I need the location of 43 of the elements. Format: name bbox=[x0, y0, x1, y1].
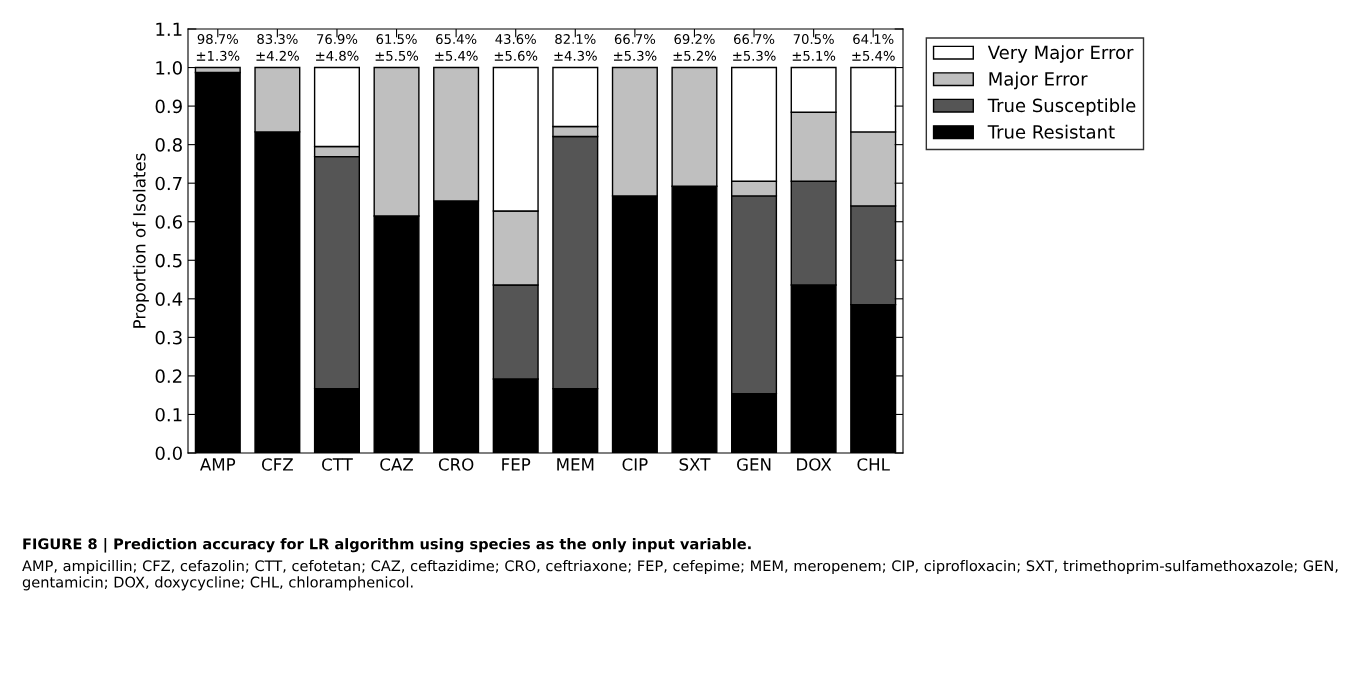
annotation: 82.1% ±4.3% bbox=[554, 34, 597, 61]
y-tick-label: 0.8 bbox=[155, 138, 182, 152]
y-tick-label: 0.3 bbox=[155, 330, 182, 345]
y-tick-label: 0.4 bbox=[155, 292, 183, 306]
y-tick-label: 0.1 bbox=[155, 407, 182, 422]
x-tick-label: AMP bbox=[200, 458, 236, 471]
annotation: 66.7% ±5.3% bbox=[733, 34, 776, 61]
y-tick-label: 0.5 bbox=[155, 253, 182, 268]
annotation: 69.2% ±5.2% bbox=[673, 34, 717, 61]
y-axis-title: Proportion of Isolates bbox=[132, 153, 149, 328]
y-tick-label: 0.6 bbox=[155, 215, 182, 229]
x-tick-label: FEP bbox=[502, 458, 531, 471]
legend-label: Very Major Error bbox=[987, 45, 1134, 63]
x-tick-label: CIP bbox=[622, 458, 648, 471]
y-tick-label: 1.1 bbox=[156, 22, 182, 36]
annotation: 66.7% ±5.3% bbox=[613, 34, 657, 61]
x-tick-label: DOX bbox=[797, 458, 832, 471]
x-tick-label: MEM bbox=[557, 458, 594, 471]
annotation: 76.9% ±4.8% bbox=[316, 34, 359, 61]
annotation: 65.4% ±5.4% bbox=[435, 34, 478, 61]
y-tick-label: 0.7 bbox=[155, 176, 182, 191]
x-tick-label: CAZ bbox=[380, 458, 414, 471]
text: AMP, ampicillin; CFZ, cefazolin; CTT, cefotetan; CAZ, ceftazidime; CRO, ceftriaxone; FEP, cefepime; MEM, meropenem; CIP, ciprofloxacin; SXT, trimethoprim-sulfamethoxazole; GEN, gentamicin; DOX, doxycycline; CHL, chloramphenicol. bbox=[22, 560, 1338, 591]
x-tick-label: SXT bbox=[679, 458, 711, 471]
legend-label: Major Error bbox=[989, 71, 1088, 90]
y-tick-label: 0.9 bbox=[155, 99, 182, 114]
legend-label: True Resistant bbox=[987, 124, 1115, 139]
annotation: 98.7% ±1.3% bbox=[196, 34, 240, 61]
x-tick-label: GEN bbox=[737, 458, 771, 471]
y-tick-label: 1.0 bbox=[156, 61, 182, 75]
annotation: 43.6% ±5.6% bbox=[494, 34, 538, 61]
y-tick-label: 0.0 bbox=[155, 446, 182, 461]
legend-label: True Susceptible bbox=[987, 98, 1136, 116]
annotation: 70.5% ±5.1% bbox=[792, 34, 836, 61]
annotation: 64.1% ±5.4% bbox=[852, 34, 895, 61]
y-tick-label: 0.2 bbox=[155, 369, 182, 384]
annotation: 61.5% ±5.5% bbox=[375, 34, 419, 61]
annotation: 83.3% ±4.2% bbox=[256, 34, 299, 61]
x-tick-label: CRO bbox=[438, 458, 474, 471]
text: FIGURE 8 | Prediction accuracy for LR algorithm using species as the only input variable. bbox=[23, 538, 751, 553]
x-tick-label: CTT bbox=[322, 458, 353, 471]
x-tick-label: CHL bbox=[857, 458, 890, 471]
x-tick-label: CFZ bbox=[261, 458, 293, 471]
